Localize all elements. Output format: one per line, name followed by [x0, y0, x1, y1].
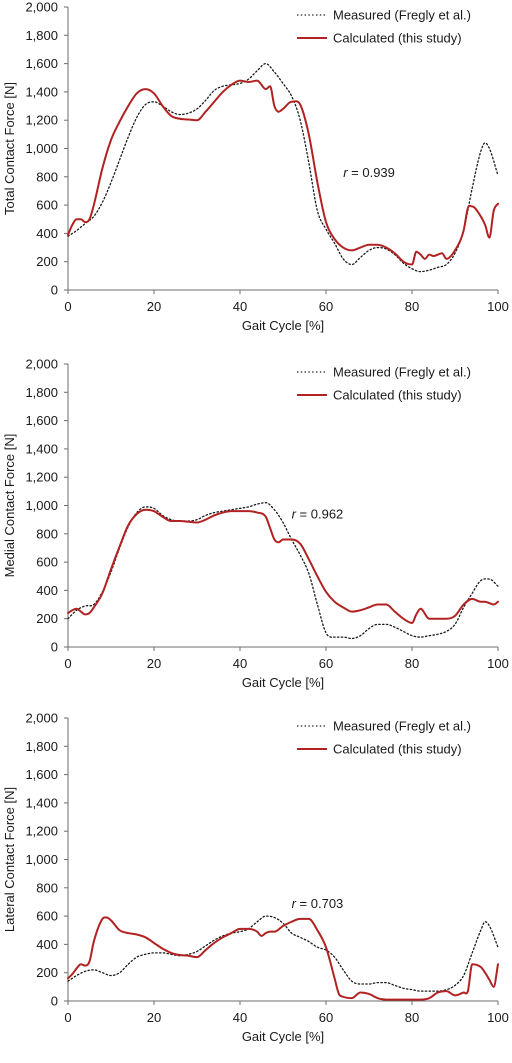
x-tick-label: 20: [147, 656, 161, 671]
y-tick-label: 2,000: [25, 711, 58, 726]
y-tick-label: 1,000: [25, 141, 58, 156]
y-tick-label: 600: [36, 198, 58, 213]
medial-contact-force-chart: 02004006008001,0001,2001,4001,6001,8002,…: [2, 357, 509, 690]
calculated-series-line: [67, 508, 499, 624]
y-tick-label: 1,600: [25, 413, 58, 428]
x-tick-label: 0: [64, 1010, 71, 1025]
y-tick-label: 1,400: [25, 795, 58, 810]
correlation-annotation: r = 0.703: [292, 896, 344, 911]
legend-entry: Calculated (this study): [333, 388, 462, 403]
y-tick-label: 1,800: [25, 739, 58, 754]
x-tick-label: 40: [233, 1010, 247, 1025]
y-tick-label: 0: [51, 283, 58, 298]
correlation-annotation: r = 0.939: [343, 165, 395, 180]
legend-entry: Calculated (this study): [333, 742, 462, 757]
x-tick-label: 100: [487, 1010, 509, 1025]
x-tick-label: 40: [233, 656, 247, 671]
y-tick-label: 400: [36, 937, 58, 952]
x-tick-label: 80: [405, 656, 419, 671]
y-tick-label: 1,200: [25, 824, 58, 839]
x-tick-label: 20: [147, 299, 161, 314]
y-tick-label: 1,000: [25, 852, 58, 867]
y-tick-label: 1,400: [25, 441, 58, 456]
y-tick-label: 1,200: [25, 470, 58, 485]
y-tick-label: 600: [36, 909, 58, 924]
y-tick-label: 0: [51, 640, 58, 655]
y-tick-label: 400: [36, 583, 58, 598]
y-tick-label: 2,000: [25, 357, 58, 372]
x-tick-label: 60: [319, 656, 333, 671]
x-tick-label: 80: [405, 1010, 419, 1025]
x-tick-label: 60: [319, 299, 333, 314]
y-tick-label: 1,800: [25, 385, 58, 400]
total-contact-force-chart: 02004006008001,0001,2001,4001,6001,8002,…: [2, 0, 509, 333]
legend-entry: Calculated (this study): [333, 31, 462, 46]
x-tick-label: 100: [487, 299, 509, 314]
calculated-series-line: [67, 79, 499, 266]
x-axis-label: Gait Cycle [%]: [242, 318, 324, 333]
calculated-series-line: [67, 916, 499, 1001]
x-tick-label: 60: [319, 1010, 333, 1025]
y-tick-label: 200: [36, 254, 58, 269]
x-axis-label: Gait Cycle [%]: [242, 1029, 324, 1044]
y-tick-label: 0: [51, 994, 58, 1009]
correlation-annotation: r = 0.962: [292, 506, 344, 521]
measured-series-line: [67, 915, 499, 992]
measured-series-line: [67, 502, 499, 640]
legend-entry: Measured (Fregly et al.): [333, 8, 471, 23]
y-tick-label: 2,000: [25, 0, 58, 15]
y-tick-label: 200: [36, 965, 58, 980]
legend-entry: Measured (Fregly et al.): [333, 719, 471, 734]
y-tick-label: 400: [36, 226, 58, 241]
y-tick-label: 600: [36, 555, 58, 570]
x-tick-label: 20: [147, 1010, 161, 1025]
y-tick-label: 200: [36, 611, 58, 626]
y-axis-label: Medial Contact Force [N]: [2, 434, 17, 578]
y-tick-label: 800: [36, 880, 58, 895]
x-tick-label: 0: [64, 299, 71, 314]
legend-entry: Measured (Fregly et al.): [333, 365, 471, 380]
x-tick-label: 40: [233, 299, 247, 314]
y-tick-label: 1,800: [25, 28, 58, 43]
measured-series-line: [67, 62, 499, 273]
lateral-contact-force-chart: 02004006008001,0001,2001,4001,6001,8002,…: [2, 711, 509, 1044]
x-tick-label: 80: [405, 299, 419, 314]
y-tick-label: 1,200: [25, 113, 58, 128]
y-tick-label: 1,400: [25, 84, 58, 99]
y-tick-label: 800: [36, 526, 58, 541]
x-axis-label: Gait Cycle [%]: [242, 675, 324, 690]
x-tick-label: 100: [487, 656, 509, 671]
y-tick-label: 1,600: [25, 767, 58, 782]
y-tick-label: 800: [36, 169, 58, 184]
x-tick-label: 0: [64, 656, 71, 671]
y-axis-label: Total Contact Force [N]: [2, 82, 17, 215]
y-tick-label: 1,000: [25, 498, 58, 513]
y-axis-label: Lateral Contact Force [N]: [2, 787, 17, 932]
y-tick-label: 1,600: [25, 56, 58, 71]
